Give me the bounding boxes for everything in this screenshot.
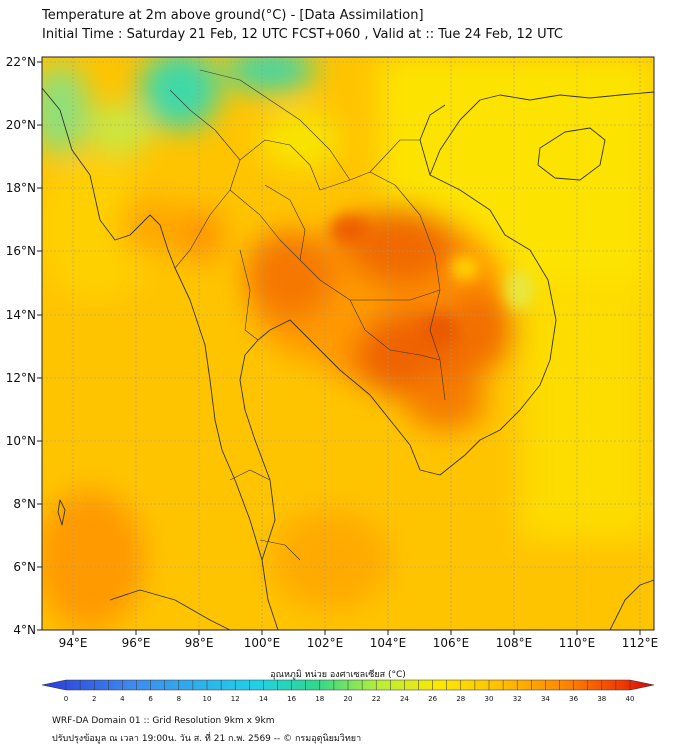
lon-label-100: 100°E <box>244 636 281 650</box>
colorbar-tick-label: 32 <box>513 695 522 703</box>
colorbar-tick-label: 36 <box>569 695 578 703</box>
lon-label-112: 112°E <box>622 636 659 650</box>
colorbar-tick-label: 8 <box>177 695 181 703</box>
lon-label-94: 94°E <box>59 636 88 650</box>
lon-label-96: 96°E <box>122 636 151 650</box>
map-subtitle: Initial Time : Saturday 21 Feb, 12 UTC F… <box>42 27 563 42</box>
colorbar-tick-label: 24 <box>400 695 409 703</box>
graticule <box>42 57 654 630</box>
lon-label-104: 104°E <box>370 636 407 650</box>
colorbar-label: อุณหภูมิ หน่วย องศาเซลเซียส (°C) <box>270 670 406 680</box>
lat-label-4: 4°N <box>13 623 36 637</box>
colorbar-tick-label: 16 <box>287 695 296 703</box>
colorbar-tick-label: 30 <box>485 695 494 703</box>
colorbar-tick-label: 6 <box>148 695 153 703</box>
colorbar-tick-label: 20 <box>344 695 353 703</box>
lon-label-102: 102°E <box>307 636 344 650</box>
lat-label-14: 14°N <box>6 308 36 322</box>
colorbar-tick-label: 10 <box>203 695 212 703</box>
lon-label-108: 108°E <box>496 636 533 650</box>
lat-label-18: 18°N <box>6 181 36 195</box>
colorbar-tick-label: 26 <box>428 695 437 703</box>
lon-tick-marks <box>72 630 641 635</box>
footer-line2: ปรับปรุงข้อมูล ณ เวลา 19:00น. วัน ส. ที่… <box>52 734 362 744</box>
colorbar-tick-label: 34 <box>541 695 550 703</box>
lat-label-10: 10°N <box>6 434 36 448</box>
colorbar-tick-label: 4 <box>120 695 125 703</box>
lat-tick-marks <box>37 61 42 631</box>
temperature-field <box>42 57 654 630</box>
colorbar-tick-label: 28 <box>456 695 465 703</box>
lat-label-8: 8°N <box>13 497 36 511</box>
colorbar-tick-label: 12 <box>231 695 240 703</box>
colorbar-tick-label: 2 <box>92 695 96 703</box>
colorbar-tick-label: 18 <box>315 695 324 703</box>
colorbar-tick-label: 38 <box>597 695 606 703</box>
lat-label-20: 20°N <box>6 118 36 132</box>
lon-label-106: 106°E <box>433 636 470 650</box>
lat-label-12: 12°N <box>6 371 36 385</box>
colorbar-tick-label: 22 <box>372 695 381 703</box>
lat-label-6: 6°N <box>13 560 36 574</box>
lat-label-16: 16°N <box>6 244 36 258</box>
country-borders <box>169 69 446 561</box>
lon-label-98: 98°E <box>185 636 214 650</box>
map-frame <box>41 56 655 631</box>
map-title: Temperature at 2m above ground(°C) - [Da… <box>42 8 424 23</box>
footer-line1: WRF-DA Domain 01 :: Grid Resolution 9km … <box>52 716 275 726</box>
lat-label-22: 22°N <box>6 55 36 69</box>
colorbar-tick-label: 0 <box>64 695 68 703</box>
colorbar-tick-label: 40 <box>626 695 635 703</box>
lon-label-110: 110°E <box>559 636 596 650</box>
colorbar-tick-label: 14 <box>259 695 268 703</box>
colorbar: 0 2 4 6 8 10 12 14 16 18 20 22 24 26 28 30 32 34 36 38 40 <box>41 679 655 703</box>
